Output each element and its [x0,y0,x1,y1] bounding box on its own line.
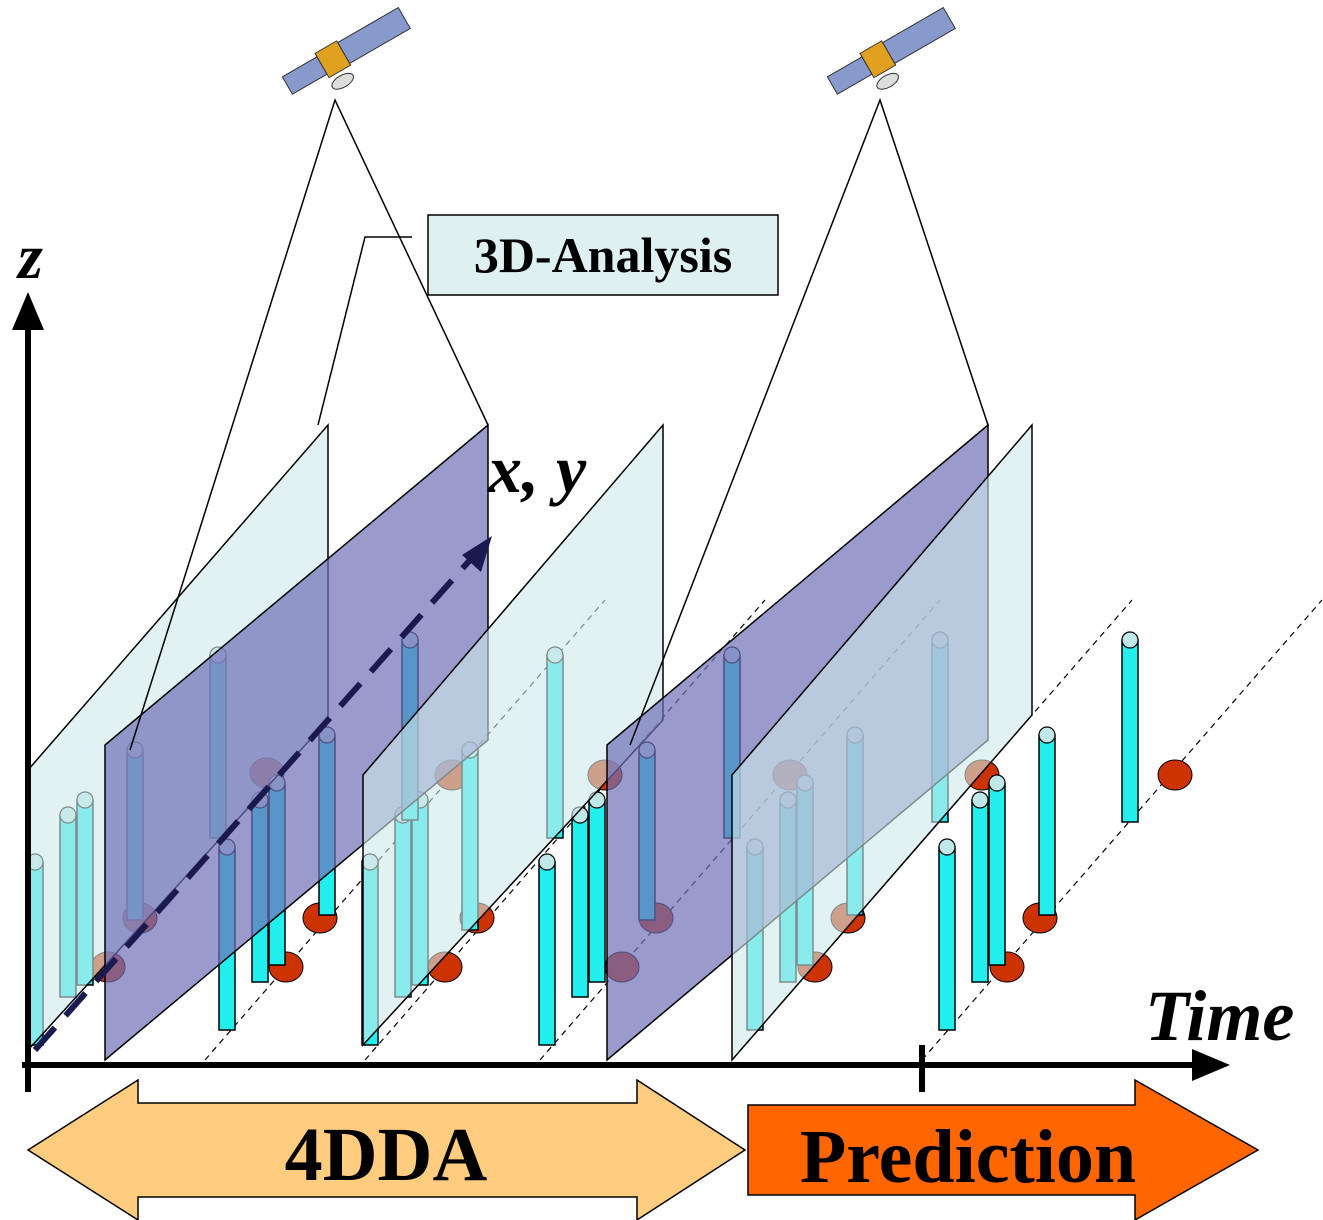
profile-top [1038,726,1056,744]
observation-profile [588,799,606,983]
z-arrowhead [12,292,44,330]
time-arrowhead [1192,1049,1230,1081]
profile-top [538,853,556,871]
satellite [826,6,956,95]
z-label: z [16,221,43,292]
prediction-label: Prediction [800,1115,1136,1199]
observation-profile [938,846,956,1031]
time-label: Time [1145,976,1294,1056]
xy-arrowhead [462,536,492,572]
profile-top [1121,631,1139,649]
xy-direction [32,558,473,1052]
observation-profile [1038,734,1056,916]
xy-label: x, y [487,431,587,507]
prediction-arrow [747,1078,1260,1220]
satellite-beams [129,97,989,751]
label-connector [317,236,412,426]
assimilation-label: 4DDA [285,1113,488,1197]
trajectory-line [921,599,1323,1061]
observation-profile [971,799,989,983]
observation-profile [571,814,589,998]
analysis-plane [362,422,664,1047]
observation-profile [538,861,556,1046]
profile-top [988,774,1006,792]
observation-point [1157,759,1193,791]
analysis-label: 3D-Analysis [474,227,732,283]
assimilation-arrow [26,1078,747,1220]
observation-profile [988,782,1006,966]
label-box [427,214,779,296]
profile-top [971,791,989,809]
analysis-plane [731,422,1033,1063]
observation-profile [1121,639,1139,823]
satellite [281,6,411,95]
profile-top [938,838,956,856]
